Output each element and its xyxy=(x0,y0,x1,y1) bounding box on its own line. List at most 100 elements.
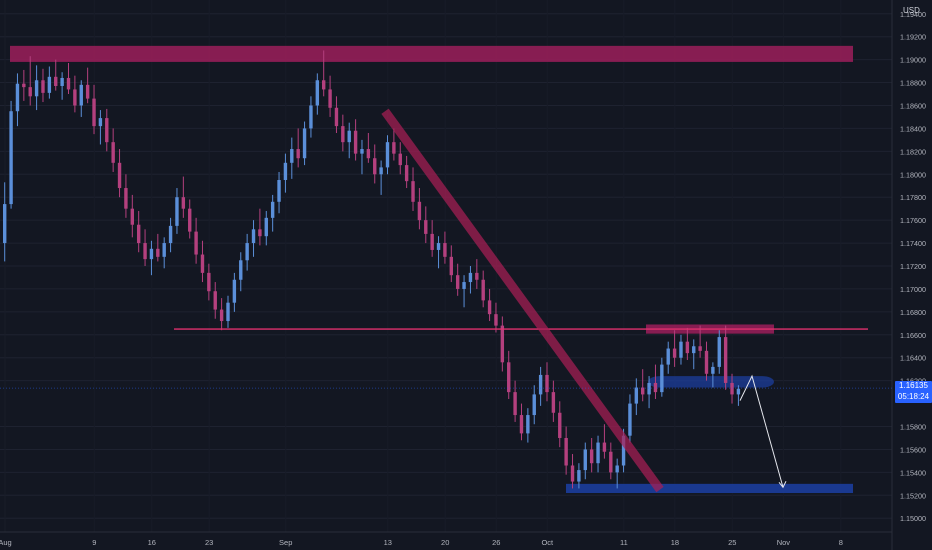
candle-body xyxy=(692,346,696,354)
candle-body xyxy=(666,348,670,365)
candle-body xyxy=(685,341,690,354)
candle-body xyxy=(111,142,115,163)
candle-body xyxy=(634,387,639,404)
x-tick-label: 9 xyxy=(92,538,96,547)
candle-body xyxy=(398,153,402,166)
candle-body xyxy=(404,165,409,182)
candle-body xyxy=(98,118,103,127)
bottom-support-zone xyxy=(566,483,853,494)
candle-body xyxy=(181,197,186,209)
candle-body xyxy=(341,126,345,143)
candle-body xyxy=(105,118,109,143)
candle-body xyxy=(596,442,600,464)
candle-body xyxy=(296,149,300,159)
candle-body xyxy=(481,279,485,301)
candle-body xyxy=(519,415,524,434)
candle-body xyxy=(526,415,530,434)
candle-body xyxy=(736,388,741,395)
y-tick-label: 1.16800 xyxy=(900,308,926,317)
candle-body xyxy=(653,382,658,393)
y-tick-label: 1.15600 xyxy=(900,445,926,454)
candle-body xyxy=(577,470,581,482)
candle-body xyxy=(698,346,702,351)
candle-body xyxy=(660,364,664,393)
candle-body xyxy=(455,275,460,289)
candle-body xyxy=(538,374,543,395)
candle-body xyxy=(28,87,32,97)
current-price-value: 1.16135 xyxy=(899,381,928,390)
candle-body xyxy=(264,217,268,237)
candle-body xyxy=(449,256,453,276)
top-resistance-zone xyxy=(10,45,853,62)
candle-body xyxy=(373,158,377,175)
x-tick-label: 20 xyxy=(441,538,449,547)
y-tick-label: 1.18000 xyxy=(900,170,926,179)
candle-body xyxy=(15,83,20,112)
candle-body xyxy=(60,77,64,86)
candle-body xyxy=(73,89,77,106)
x-tick-label: 25 xyxy=(728,538,736,547)
candle-body xyxy=(3,204,7,244)
candle-body xyxy=(424,220,428,234)
y-tick-label: 1.17800 xyxy=(900,193,926,202)
candle-body xyxy=(621,435,626,466)
price-axis[interactable]: 1.19400 1.19200 1.19000 1.18800 1.18600 1.184… xyxy=(900,10,926,523)
candle-body xyxy=(322,80,326,90)
candle-body xyxy=(462,282,466,289)
candle-body xyxy=(315,80,320,106)
candle-body xyxy=(232,279,237,303)
candle-body xyxy=(302,128,307,159)
y-tick-label: 1.19000 xyxy=(900,56,926,65)
candle-body xyxy=(200,254,205,273)
candle-body xyxy=(213,291,217,310)
projection-arrowhead xyxy=(778,481,787,489)
time-axis[interactable]: Aug 9 16 23 Sep 13 20 26 Oct 11 18 25 Nov 8 xyxy=(0,538,843,547)
candle-body xyxy=(219,309,224,322)
candle-body xyxy=(124,188,128,209)
candle-body xyxy=(385,142,390,168)
y-tick-label: 1.16600 xyxy=(900,331,926,340)
candle-body xyxy=(628,403,632,436)
candle-body xyxy=(589,449,594,464)
candlesticks[interactable] xyxy=(3,50,741,489)
candle-body xyxy=(500,325,505,363)
candle-body xyxy=(328,89,332,108)
candle-body xyxy=(711,366,715,374)
y-tick-label: 1.15800 xyxy=(900,423,926,432)
candle-body xyxy=(730,382,734,395)
candle-body xyxy=(417,201,422,221)
y-tick-label: 1.19400 xyxy=(900,10,926,19)
candle-body xyxy=(239,260,243,280)
current-price-label: 1.16135 05:18:24 xyxy=(895,381,932,403)
candle-body xyxy=(149,248,154,260)
candle-body xyxy=(507,362,511,393)
candle-body xyxy=(130,208,134,225)
candle-body xyxy=(117,162,122,189)
annotation-overlays xyxy=(0,108,892,493)
candle-body xyxy=(615,465,619,473)
candle-body xyxy=(360,149,364,154)
candle-body xyxy=(251,229,256,244)
candle-body xyxy=(54,76,58,86)
candle-body xyxy=(334,107,339,127)
candle-body xyxy=(162,243,166,257)
y-tick-label: 1.15000 xyxy=(900,514,926,523)
candle-body xyxy=(143,243,147,260)
candle-body xyxy=(487,300,492,315)
candle-body xyxy=(277,180,281,202)
candle-body xyxy=(34,80,39,97)
y-tick-label: 1.17000 xyxy=(900,285,926,294)
candle-body xyxy=(641,387,645,395)
candle-body xyxy=(47,76,52,93)
y-tick-label: 1.15200 xyxy=(900,491,926,500)
y-tick-label: 1.18800 xyxy=(900,79,926,88)
candle-body xyxy=(436,243,441,250)
x-tick-label: 18 xyxy=(671,538,679,547)
candle-body xyxy=(347,130,351,143)
y-tick-label: 1.15400 xyxy=(900,468,926,477)
candle-body xyxy=(430,233,434,250)
candle-body xyxy=(494,314,498,326)
candle-body xyxy=(22,83,26,88)
